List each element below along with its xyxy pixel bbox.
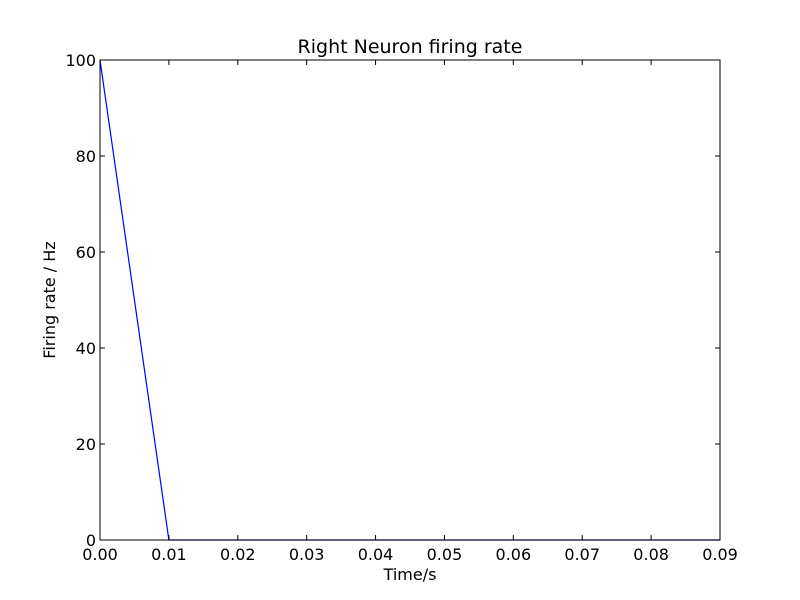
x-tick-label: 0.01	[151, 545, 187, 564]
x-tick-label: 0.02	[220, 545, 256, 564]
y-tick-label: 20	[76, 435, 96, 454]
plot-frame	[99, 59, 721, 541]
x-tick-label: 0.09	[702, 545, 738, 564]
x-tick-label: 0.07	[564, 545, 600, 564]
x-axis-label: Time/s	[383, 565, 437, 584]
x-tick-label: 0.05	[427, 545, 463, 564]
x-tick-label: 0.08	[633, 545, 669, 564]
y-tick-label: 80	[76, 147, 96, 166]
y-tick-label: 0	[86, 531, 96, 550]
x-tick-label: 0.04	[358, 545, 394, 564]
x-tick-label: 0.06	[496, 545, 532, 564]
series-line-0	[99, 59, 720, 541]
x-tick-label: 0.03	[289, 545, 325, 564]
x-tick-label: 0.00	[82, 545, 118, 564]
x-axis: 0.00 0.01 0.02 0.03 0.04 0.05 0.06 0.07 0.08 0.09	[82, 60, 738, 564]
y-axis-label: Firing rate / Hz	[40, 241, 59, 358]
y-tick-label: 40	[76, 339, 96, 358]
y-tick-label: 60	[76, 243, 96, 262]
y-axis: 0 20 40 60 80 100	[65, 51, 720, 550]
chart-title: Right Neuron firing rate	[298, 36, 523, 58]
y-tick-label: 100	[65, 51, 96, 70]
plot-area	[99, 59, 720, 541]
